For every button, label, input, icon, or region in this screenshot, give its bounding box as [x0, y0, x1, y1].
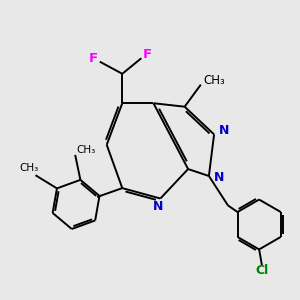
Text: F: F	[89, 52, 98, 65]
Text: F: F	[143, 47, 152, 61]
Text: CH₃: CH₃	[203, 74, 225, 87]
Text: CH₃: CH₃	[77, 145, 96, 155]
Text: N: N	[213, 171, 224, 184]
Text: N: N	[152, 200, 163, 213]
Text: CH₃: CH₃	[20, 163, 39, 172]
Text: Cl: Cl	[255, 264, 268, 278]
Text: N: N	[219, 124, 229, 137]
